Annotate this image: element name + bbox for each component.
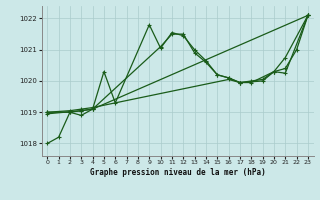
X-axis label: Graphe pression niveau de la mer (hPa): Graphe pression niveau de la mer (hPa) (90, 168, 266, 177)
